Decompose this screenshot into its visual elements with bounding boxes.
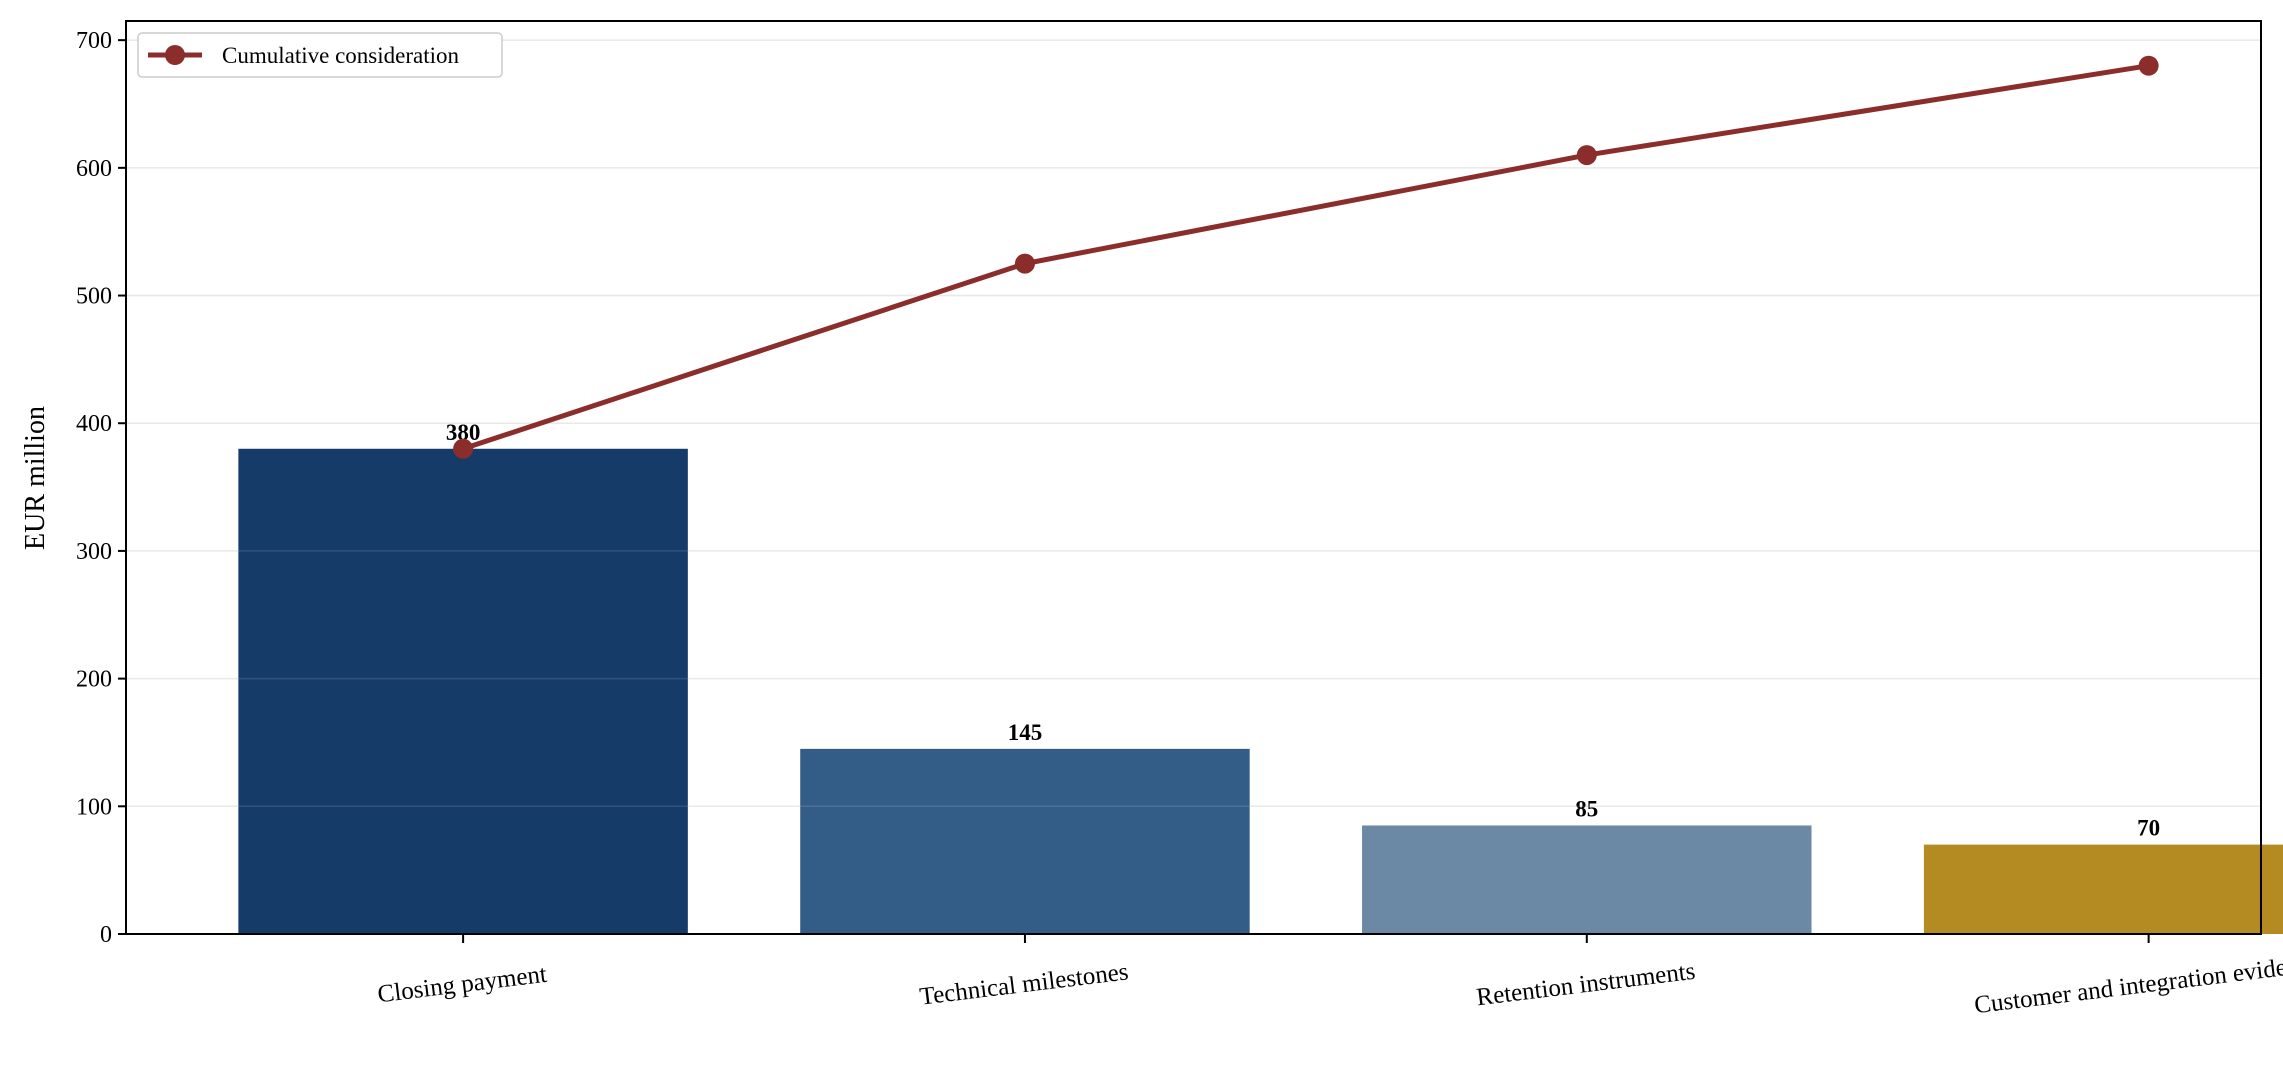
bar — [800, 748, 1250, 934]
bar-value-label: 145 — [1008, 720, 1043, 745]
bar — [1923, 844, 2283, 934]
y-tick-label: 600 — [76, 156, 112, 182]
cumulative-line — [460, 63, 2152, 452]
y-tick-label: 100 — [76, 794, 112, 820]
plot-frame — [125, 20, 2262, 935]
x-category-label: Retention instruments — [1475, 958, 1697, 1012]
legend-label: Cumulative consideration — [222, 43, 459, 68]
y-axis-title: EUR million — [20, 406, 51, 550]
cumulative-point — [1014, 253, 1035, 274]
x-category-label: Closing payment — [376, 961, 548, 1009]
cumulative-point — [453, 438, 474, 459]
legend-marker-swatch — [165, 45, 185, 65]
cumulative-point — [1576, 145, 1597, 166]
bar-value-label: 85 — [1575, 796, 1598, 821]
bar — [1362, 825, 1812, 934]
y-tick-label: 500 — [76, 284, 112, 310]
x-category-label: Customer and integration evidence — [1973, 950, 2283, 1019]
cumulative-point — [2138, 55, 2159, 76]
y-tick-label: 0 — [100, 922, 112, 948]
legend: Cumulative consideration — [137, 32, 503, 78]
y-tick-label: 200 — [76, 667, 112, 693]
legend-frame — [137, 32, 503, 78]
bar-value-label: 70 — [2137, 816, 2160, 841]
x-category-label: Technical milestones — [918, 958, 1130, 1010]
y-tick-label: 300 — [76, 539, 112, 565]
line-layer — [453, 55, 2159, 459]
bar — [238, 448, 688, 934]
y-tick-label: 400 — [76, 411, 112, 437]
y-tick-label: 700 — [76, 28, 112, 54]
